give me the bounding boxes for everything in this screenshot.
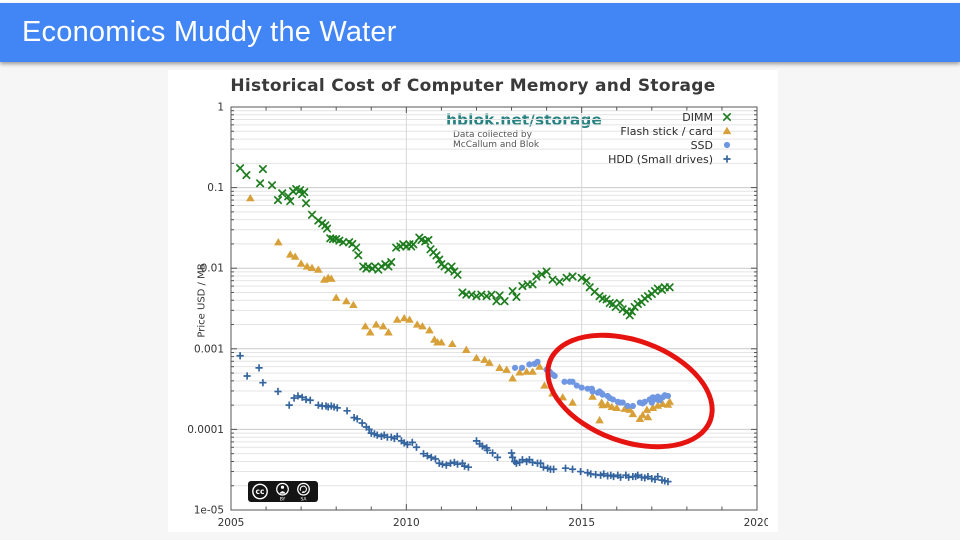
cc-logo-text: cc (256, 487, 265, 496)
x-tick-label: 2015 (568, 517, 595, 529)
ssd-marker-icon (723, 141, 731, 149)
legend-item-dimm: DIMM (608, 110, 734, 124)
cc-by-text: BY (280, 497, 286, 503)
legend-item-flash-stick-card: Flash stick / card (608, 124, 734, 138)
flash-stick-card-marker-icon (722, 126, 732, 135)
legend-item-hdd-small-drives: HDD (Small drives) (608, 152, 734, 166)
legend: DIMM Flash stick / card SSD HDD (Small driv… (608, 110, 734, 166)
x-tick-label: 2005 (218, 517, 245, 529)
chart-image[interactable]: Historical Cost of Computer Memory and S… (168, 70, 778, 532)
chart-title: Historical Cost of Computer Memory and S… (230, 76, 716, 96)
legend-label-ssd: SSD (690, 138, 713, 152)
credit-line-1: Data collected by (453, 130, 532, 140)
x-tick-label: 2010 (393, 517, 420, 529)
slide-title-bar[interactable]: Economics Muddy the Water (0, 3, 960, 62)
y-tick-label: 0.1 (207, 182, 224, 194)
y-tick-label: 0.001 (194, 343, 224, 355)
legend-label-hdd-small-drives: HDD (Small drives) (608, 152, 713, 166)
cc-sa-arrowhead (301, 490, 305, 493)
x-tick-label: 2020 (744, 517, 768, 529)
cc-sa-arc (299, 485, 307, 493)
slide-top-edge (0, 0, 960, 3)
cc-sa-arrow-icon (297, 482, 310, 496)
cc-by-person-icon (276, 482, 289, 496)
dimm-marker-icon (722, 112, 732, 122)
y-tick-label: 0.0001 (188, 424, 224, 436)
cc-logo-icon (252, 483, 268, 500)
data-credit: Data collected by McCallum and Blok (453, 130, 539, 150)
credit-line-2: McCallum and Blok (453, 140, 540, 150)
y-tick-label: 0.01 (201, 263, 224, 275)
cc-license-badge: cc BY SA (248, 481, 318, 502)
slide-title: Economics Muddy the Water (22, 16, 397, 48)
legend-label-dimm: DIMM (682, 110, 713, 124)
y-tick-label: 1 (217, 102, 224, 114)
plot-area: 2005 2010 2015 2020 1 0.1 0.01 0.001 0.0001 1e-05 (188, 102, 768, 530)
hdd-small-drives-marker-icon (723, 155, 731, 163)
legend-item-ssd: SSD (608, 138, 734, 152)
legend-label-flash-stick-card: Flash stick / card (620, 124, 713, 138)
cc-by-head (280, 485, 285, 489)
y-tick-label: 1e-05 (194, 505, 224, 517)
cc-by-body (279, 491, 286, 494)
cc-sa-text: SA (300, 497, 307, 503)
